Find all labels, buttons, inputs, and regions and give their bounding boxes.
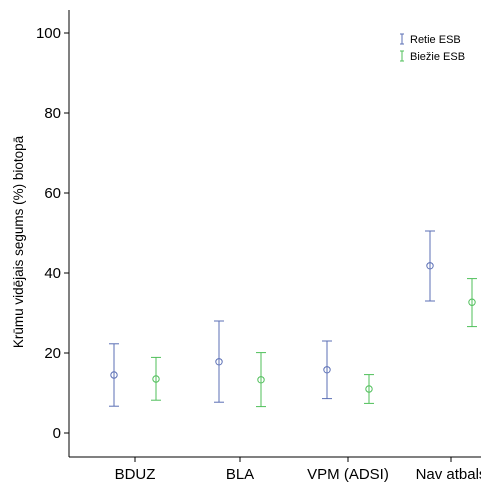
legend-label-retie: Retie ESB [410, 34, 461, 46]
y-tick-label-100: 100 [36, 25, 61, 42]
x-tick-label-2: BLA [226, 466, 254, 482]
plot-area: 0 20 40 60 80 100 BDUZ BLA VPM (ADSI) Nav atbals [36, 10, 481, 482]
legend-label-biezie: Biežie ESB [410, 51, 465, 63]
mean-point-retie-3 [323, 366, 331, 374]
y-axis-label: Krūmu vidējais segums (%) biotopā [11, 135, 26, 348]
x-tick-label-3: VPM (ADSI) [307, 466, 389, 482]
mean-point-retie-1 [110, 371, 118, 379]
mean-point-retie-4 [426, 262, 434, 270]
x-tick-label-1: BDUZ [115, 466, 156, 482]
legend-entry-retie: Retie ESB [400, 33, 461, 46]
mean-point-biezie-3 [365, 385, 373, 393]
legend-entry-biezie: Biežie ESB [400, 50, 465, 63]
y-tick-label-60: 60 [44, 185, 61, 202]
mean-point-biezie-2 [257, 376, 265, 384]
y-tick-label-40: 40 [44, 265, 61, 282]
y-tick-label-80: 80 [44, 105, 61, 122]
y-tick-label-0: 0 [53, 425, 61, 442]
y-tick-label-20: 20 [44, 345, 61, 362]
mean-point-biezie-1 [152, 375, 160, 383]
mean-point-retie-2 [215, 358, 223, 366]
legend: Retie ESB Biežie ESB [400, 33, 465, 63]
mean-point-biezie-4 [468, 298, 476, 306]
x-tick-label-4: Nav atbals [416, 466, 481, 482]
